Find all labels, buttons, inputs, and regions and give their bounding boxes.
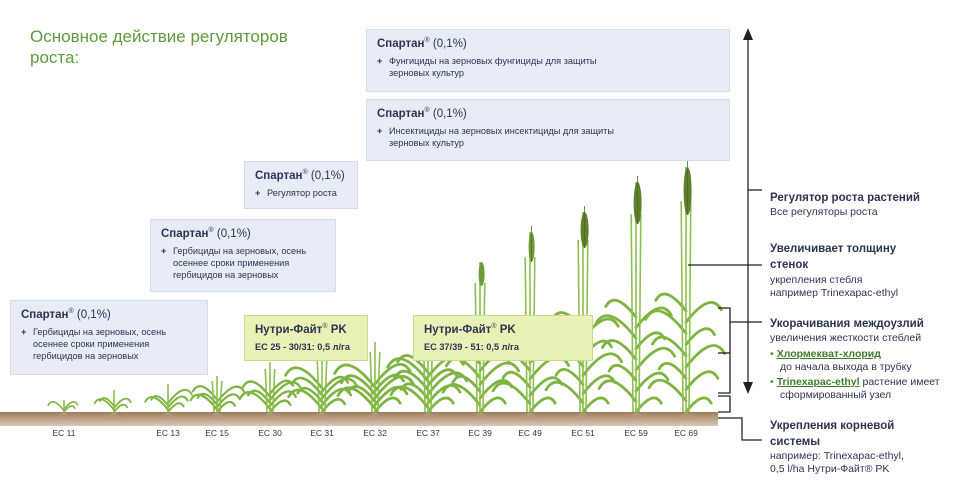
- stage-label: EC 11: [53, 428, 76, 438]
- root-sub-1: например: Trinexapac-ethyl,: [770, 450, 904, 462]
- box-title: Спартан® (0,1%): [161, 227, 251, 240]
- stage-label: EC 37: [416, 428, 440, 438]
- plant: [541, 206, 624, 422]
- stage-label: EC 15: [205, 428, 229, 438]
- plant: [93, 390, 132, 422]
- growth-reg-head: Регулятор роста растений: [770, 192, 920, 204]
- plant: [333, 342, 416, 422]
- plant: [644, 161, 727, 422]
- plant: [47, 400, 79, 422]
- chem1-note: до начала выхода в трубку: [780, 361, 912, 373]
- chem2-link: Trinexapac-ethyl: [776, 376, 860, 388]
- spartan-box-1: Спартан® (0,1%) + Гербициды на зерновых, …: [10, 300, 208, 375]
- spartan-box-5: Спартан® (0,1%) + Фунгициды на зерновых ф…: [366, 29, 730, 92]
- growth-regulator-label: Регулятор роста растений Все регуляторы …: [770, 191, 920, 219]
- wall-head-2: стенок: [770, 259, 809, 271]
- internode-bracket: [718, 307, 731, 394]
- plant: [594, 176, 677, 422]
- plus-icon: +: [161, 245, 167, 256]
- stage-label: EC 51: [571, 428, 595, 438]
- root-bracket: [718, 395, 731, 413]
- box-line: + Регулятор роста: [255, 187, 337, 198]
- stage-labels: EC 11 EC 13 EC 15 EC 30 EC 31 EC 32 EC 37 EC 39…: [53, 428, 699, 438]
- box-title: Спартан® (0,1%): [377, 37, 467, 50]
- bullet-icon: •: [770, 376, 774, 388]
- nutri-box-1: Нутри-Файт® PK EC 25 - 30/31: 0,5 л/га: [244, 315, 368, 361]
- wall-head-1: Увеличивает толщину: [770, 243, 897, 255]
- bullet-icon: •: [770, 348, 774, 360]
- internode-head: Укорачивания междоузлий: [770, 318, 924, 330]
- brackets: [688, 36, 762, 441]
- chem2-line: • Trinexapac-ethyl растение имеет: [770, 376, 940, 388]
- spartan-box-2: Спартан® (0,1%) + Гербициды на зерновых, …: [150, 219, 336, 292]
- box-line: + Инсектициды на зерновых инсектициды для…: [377, 125, 614, 148]
- box-line: + Гербициды на зерновых, осень осеннее ср…: [161, 245, 306, 280]
- arrow-up-icon: [743, 28, 753, 40]
- chem2-note: сформированный узел: [780, 389, 892, 401]
- plus-icon: +: [377, 125, 383, 136]
- chem1-link: Хлормекват-хлорид: [776, 348, 881, 360]
- stage-label: EC 69: [674, 428, 698, 438]
- root-sub-2: 0,5 l/ha Нутри-Файт® PK: [770, 463, 890, 475]
- box-line: + Фунгициды на зерновых фунгициды для защ…: [377, 55, 597, 78]
- stage-label: EC 39: [468, 428, 492, 438]
- nutri-title: Нутри-Файт® PK: [424, 323, 516, 336]
- stage-label: EC 49: [518, 428, 542, 438]
- soil-strip: [0, 412, 718, 426]
- box-title: Спартан® (0,1%): [377, 107, 467, 120]
- internode-label: Укорачивания междоузлий увеличения жестк…: [770, 317, 940, 402]
- plant: [189, 376, 246, 422]
- page-title: Основное действие регуляторов роста:: [30, 26, 288, 68]
- internode-sub: увеличения жесткости стеблей: [770, 332, 922, 344]
- stage-label: EC 59: [624, 428, 648, 438]
- box-title: Спартан® (0,1%): [21, 308, 111, 321]
- wall-sub-2: например Trinexapac-ethyl: [770, 287, 899, 299]
- plus-icon: +: [377, 55, 383, 66]
- nutri-box-2: Нутри-Файт® PK EC 37/39 - 51: 0,5 л/га: [413, 315, 593, 361]
- root-head-1: Укрепления корневой: [770, 420, 895, 432]
- root-label: Укрепления корневой системы например: Tr…: [770, 419, 904, 476]
- chem1-line: • Хлормекват-хлорид: [770, 348, 940, 361]
- wall-sub-1: укрепления стебля: [770, 274, 863, 286]
- stage-label: EC 31: [310, 428, 334, 438]
- stage-label: EC 32: [363, 428, 387, 438]
- arrow-down-icon: [743, 382, 753, 394]
- nutri-title: Нутри-Файт® PK: [255, 323, 347, 336]
- title-line-2: роста:: [30, 48, 80, 67]
- root-bracket2: [718, 417, 762, 441]
- plus-icon: +: [255, 187, 261, 198]
- nutri-dose: EC 25 - 30/31: 0,5 л/га: [255, 341, 350, 352]
- wall-thickness-label: Увеличивает толщину стенок укрепления ст…: [770, 242, 898, 300]
- nutri-dose: EC 37/39 - 51: 0,5 л/га: [424, 341, 519, 352]
- plant: [238, 362, 303, 422]
- plant: [144, 384, 193, 422]
- spartan-box-3: Спартан® (0,1%) + Регулятор роста: [244, 161, 358, 209]
- spartan-box-4: Спартан® (0,1%) + Инсектициды на зерновых…: [366, 99, 730, 161]
- stage-label: EC 30: [258, 428, 282, 438]
- plus-icon: +: [21, 326, 27, 337]
- box-title: Спартан® (0,1%): [255, 169, 345, 182]
- stage-label: EC 13: [156, 428, 180, 438]
- title-line-1: Основное действие регуляторов: [30, 27, 288, 46]
- growth-reg-sub: Все регуляторы роста: [770, 206, 878, 218]
- root-head-2: системы: [770, 436, 821, 448]
- box-line: + Гербициды на зерновых, осень осеннее ср…: [21, 326, 166, 361]
